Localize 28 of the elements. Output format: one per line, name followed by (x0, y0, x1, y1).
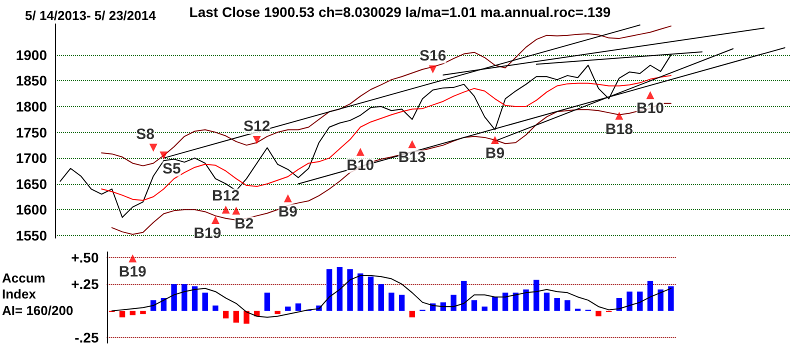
y-tick-label: 1750 (16, 124, 48, 140)
data-label: B9 (278, 203, 298, 220)
data-label: B2 (234, 216, 254, 233)
y-tick-label: 1900 (16, 46, 48, 63)
y-tick-label: 1850 (16, 72, 48, 89)
text: AI= 160/200 (2, 303, 74, 318)
data-label: B9 (485, 145, 505, 162)
chart-title: Last Close 1900.53 ch=8.030029 la/ma=1.01 ma.annual.roc=.139 (189, 4, 611, 20)
data-label: S8 (136, 126, 155, 143)
y-tick-label: 1700 (16, 150, 48, 166)
y-tick-label: 1550 (16, 227, 48, 244)
data-label: B19 (118, 263, 146, 280)
chart-subtitle: 5/ 14/2013- 5/ 23/2014 (25, 8, 157, 23)
data-label: S5 (162, 160, 181, 178)
y-tick-label: +.50 (71, 249, 99, 266)
data-label: B13 (398, 149, 426, 166)
y-tick-label: +.25 (71, 276, 99, 292)
y-tick-label: 1600 (16, 202, 48, 218)
y-axis-title: Accum Index (2, 270, 49, 302)
y-tick-label: -.25 (74, 330, 99, 346)
data-label: B10 (346, 156, 374, 174)
data-label: B19 (194, 224, 222, 242)
data-label: B12 (212, 188, 240, 205)
data-label: S16 (420, 47, 446, 64)
data-label: S12 (244, 118, 270, 136)
data-label: B18 (605, 120, 633, 138)
y-tick-label: 1800 (16, 98, 48, 115)
y-tick-label: 1650 (16, 176, 48, 192)
